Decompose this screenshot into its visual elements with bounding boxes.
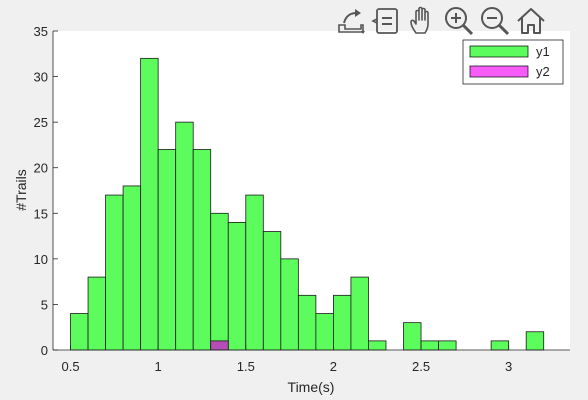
- zoom-in-icon: [445, 7, 474, 36]
- x-tick-label-2: 1.5: [237, 359, 255, 374]
- y-tick-label-3: 15: [34, 206, 48, 221]
- legend: y1 y2: [462, 39, 564, 85]
- bar-y1-14: [315, 313, 334, 351]
- y-axis-label: #Trails: [13, 169, 29, 211]
- y-tick-label-2: 10: [34, 252, 48, 267]
- y-tick-label-4: 20: [34, 161, 48, 176]
- bar-y1-2: [105, 194, 124, 351]
- bar-y1-10: [245, 194, 264, 351]
- bar-y1-4: [140, 57, 159, 351]
- x-tick-label-4: 2.5: [412, 359, 430, 374]
- y-tick-label-5: 25: [34, 115, 48, 130]
- bar-y1-17: [368, 340, 387, 351]
- bar-y1-13: [297, 294, 317, 351]
- bar-y1-15: [333, 294, 352, 351]
- legend-label-y2: y2: [536, 64, 550, 79]
- export-icon: [338, 9, 365, 34]
- bar-y1-19: [403, 322, 422, 351]
- series-y1-bars: [70, 57, 545, 351]
- bar-y1-26: [525, 331, 545, 351]
- x-tick-label-0: 0.5: [61, 359, 79, 374]
- bar-y1-16: [350, 276, 369, 351]
- bar-y2-0: [210, 340, 229, 351]
- y-tick-label-0: 0: [41, 343, 48, 358]
- export-button[interactable]: [334, 4, 368, 38]
- x-tick-label-5: 3: [505, 359, 512, 374]
- bar-y1-12: [280, 258, 299, 351]
- y-tick-label-7: 35: [34, 24, 48, 39]
- home-icon: [517, 8, 545, 34]
- bar-y1-9: [227, 221, 247, 351]
- legend-swatch-y1: [469, 45, 529, 58]
- bar-y1-21: [438, 340, 457, 351]
- bar-y1-1: [87, 276, 106, 351]
- y-tick-label-1: 5: [41, 297, 48, 312]
- x-tick-label-3: 2: [330, 359, 337, 374]
- x-axis-label: Time(s): [288, 379, 335, 395]
- bar-y1-3: [122, 185, 142, 351]
- bar-y1-5: [157, 149, 177, 351]
- bar-y1-11: [262, 231, 282, 351]
- pan-hand-icon: [410, 6, 429, 34]
- pan-button[interactable]: [406, 4, 440, 38]
- series-y2-bars: [210, 340, 229, 351]
- legend-swatch-y2: [469, 65, 529, 78]
- zoom-out-button[interactable]: [478, 4, 512, 38]
- bar-y1-6: [175, 121, 194, 351]
- datatip-icon: [371, 8, 398, 34]
- x-tick-label-1: 1: [155, 359, 162, 374]
- bar-y1-24: [490, 340, 510, 351]
- legend-label-y1: y1: [536, 44, 550, 59]
- axes-toolbar: [334, 4, 548, 38]
- datatip-button[interactable]: [370, 4, 404, 38]
- home-button[interactable]: [514, 4, 548, 38]
- zoom-out-icon: [481, 7, 510, 36]
- zoom-in-button[interactable]: [442, 4, 476, 38]
- bar-y1-20: [420, 340, 439, 351]
- bar-y1-8: [210, 212, 229, 351]
- y-tick-label-6: 30: [34, 70, 48, 85]
- bar-y1-0: [70, 313, 89, 351]
- bar-y1-7: [192, 149, 212, 351]
